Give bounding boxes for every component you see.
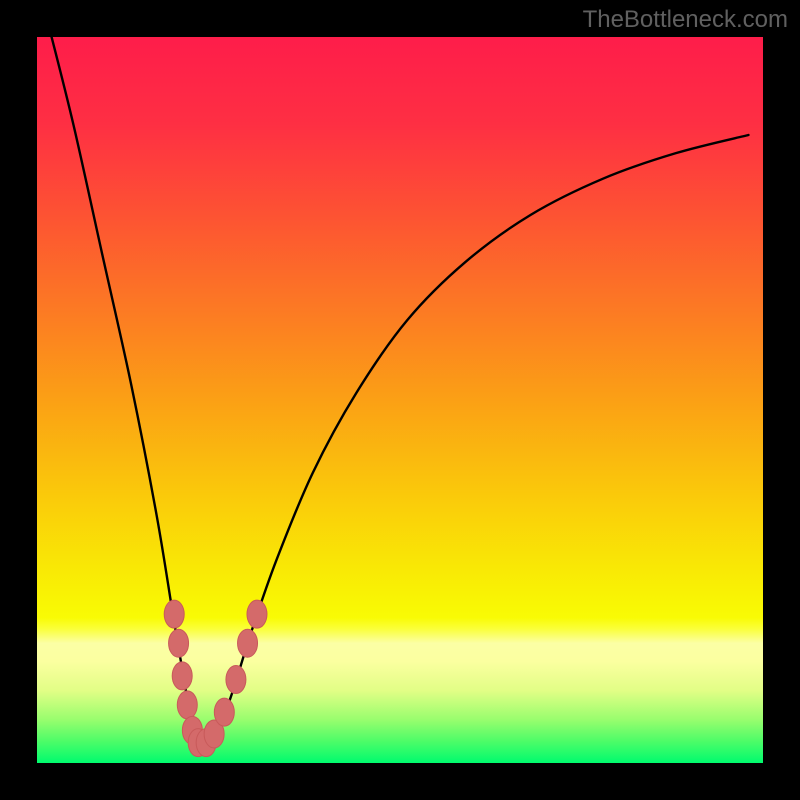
curve-marker	[214, 698, 234, 726]
curve-marker	[226, 666, 246, 694]
curve-marker	[238, 629, 258, 657]
chart-svg	[0, 0, 800, 800]
watermark-text: TheBottleneck.com	[583, 6, 788, 34]
curve-marker	[172, 662, 192, 690]
plot-gradient-background	[37, 37, 763, 763]
curve-marker	[247, 600, 267, 628]
curve-marker	[169, 629, 189, 657]
curve-marker	[177, 691, 197, 719]
curve-marker	[164, 600, 184, 628]
chart-container: TheBottleneck.com	[0, 0, 800, 800]
